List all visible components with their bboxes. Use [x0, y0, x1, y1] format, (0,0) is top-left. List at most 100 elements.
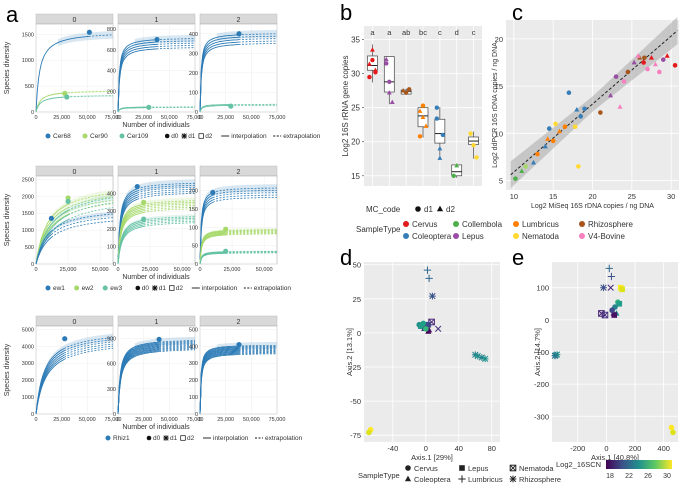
y-tick-label: 150	[189, 207, 198, 213]
y-tick-label: 1500	[22, 211, 34, 217]
observed-point	[156, 336, 162, 343]
data-point	[434, 116, 440, 121]
legend-extrap-label: extrapolation	[265, 435, 303, 442]
extrapolation-line	[156, 42, 195, 45]
x-tick-label: 50,000	[161, 115, 178, 121]
x-tick-label: 50,000	[174, 267, 191, 273]
y-tick-label: 15	[351, 172, 360, 181]
facet-strip-label: 1	[155, 17, 159, 24]
data-point	[367, 74, 372, 80]
extrapolation-line	[159, 342, 195, 345]
legend-d1-swatch	[163, 435, 169, 441]
facet-strip-label: 0	[73, 319, 77, 326]
y-axis-label: Log2 ddPCR 16S rDNA copies / ng DNA	[492, 42, 499, 168]
data-point	[642, 55, 647, 61]
interpolation-line	[199, 233, 226, 265]
data-point	[383, 56, 389, 62]
x-tick-label: 20	[588, 192, 596, 201]
extrapolation-line	[137, 182, 195, 190]
interpolation-line	[117, 207, 144, 265]
extrapolation-line	[238, 348, 277, 351]
extrapolation-line	[156, 47, 195, 50]
x-tick-label: 80	[488, 444, 496, 453]
interpolation-line	[117, 208, 144, 265]
legend-sample-swatch	[119, 133, 125, 139]
x-axis-label: Axis.1 [29%]	[411, 453, 453, 462]
extrapolation-line	[159, 344, 195, 347]
extrapolation-line	[238, 349, 277, 352]
data-point	[553, 351, 561, 358]
legend-shape-swatch	[459, 465, 465, 471]
data-point	[621, 79, 627, 84]
x-tick-label: 200	[629, 444, 642, 453]
extrapolation-line	[225, 233, 277, 236]
data-point	[423, 123, 429, 128]
data-point	[670, 429, 676, 436]
data-point	[366, 429, 372, 436]
x-tick-label: 50,000	[92, 267, 109, 273]
x-tick-label: 0	[198, 115, 201, 121]
legend-interp-label: interpolation	[202, 285, 238, 292]
extrapolation-line	[64, 343, 114, 356]
observed-point	[154, 36, 160, 43]
data-point	[652, 61, 658, 67]
x-tick-label: 25,000	[135, 417, 152, 423]
box-group-3	[417, 103, 429, 139]
legend-d2-label: d2	[205, 133, 213, 140]
interpolation-line	[199, 251, 226, 265]
observed-point	[141, 216, 147, 222]
data-point	[641, 60, 646, 65]
data-point	[417, 134, 423, 139]
data-point	[607, 272, 616, 281]
y-tick-label: 25	[353, 295, 361, 304]
interpolation-line	[117, 107, 149, 113]
interpolation-line	[117, 350, 160, 415]
data-point	[657, 69, 662, 75]
y-tick-label: -50	[350, 397, 361, 406]
legend-sampletype-label: Nematoda	[522, 232, 559, 241]
extrapolation-line	[51, 220, 114, 238]
observed-point	[65, 198, 71, 204]
box	[367, 55, 378, 71]
extrapolation-line	[238, 40, 278, 43]
data-point	[437, 145, 443, 151]
observed-point	[62, 336, 68, 342]
extrapolation-line	[238, 344, 278, 347]
data-point	[572, 124, 578, 130]
interpolation-line	[117, 219, 144, 265]
x-tick-label: 25,000	[53, 115, 70, 121]
interpolation-line	[199, 351, 239, 415]
box-group-5	[451, 162, 463, 178]
extrapolation-line	[64, 347, 114, 360]
data-point	[478, 354, 486, 361]
y-tick-label: 400	[107, 69, 116, 75]
y-tick-label: 4000	[22, 344, 34, 350]
panel-a-row1-facet1: 1 0 100 200 300 400 0 25,000 50,000	[107, 165, 196, 273]
observed-point	[210, 189, 216, 196]
data-point	[426, 326, 433, 333]
data-point	[562, 124, 568, 130]
x-tick-label: 10	[510, 192, 518, 201]
data-point	[545, 136, 551, 141]
y-tick-label: 200	[189, 189, 198, 195]
interpolation-line	[117, 346, 160, 415]
data-point	[420, 114, 426, 119]
y-tick-label: 0	[357, 329, 361, 338]
legend-sample-label: Cer109	[127, 133, 149, 140]
legend-shape-label: Nematoda	[519, 464, 554, 473]
x-tick-label: 25,000	[217, 115, 234, 121]
data-point	[400, 88, 406, 93]
interpolation-line	[199, 348, 239, 415]
extrapolation-line	[238, 353, 277, 355]
interpolation-line	[199, 350, 239, 415]
legend-sampletype-label: V4-Bovine	[588, 232, 625, 241]
legend-shape-swatch	[405, 465, 411, 471]
legend-sampletype-swatch	[403, 221, 409, 227]
y-tick-label: 1000	[22, 228, 34, 234]
data-point	[513, 176, 518, 181]
extrapolation-line	[143, 205, 195, 210]
interpolation-line	[199, 230, 226, 265]
data-point	[423, 266, 432, 274]
legend-shape-swatch	[404, 475, 412, 482]
